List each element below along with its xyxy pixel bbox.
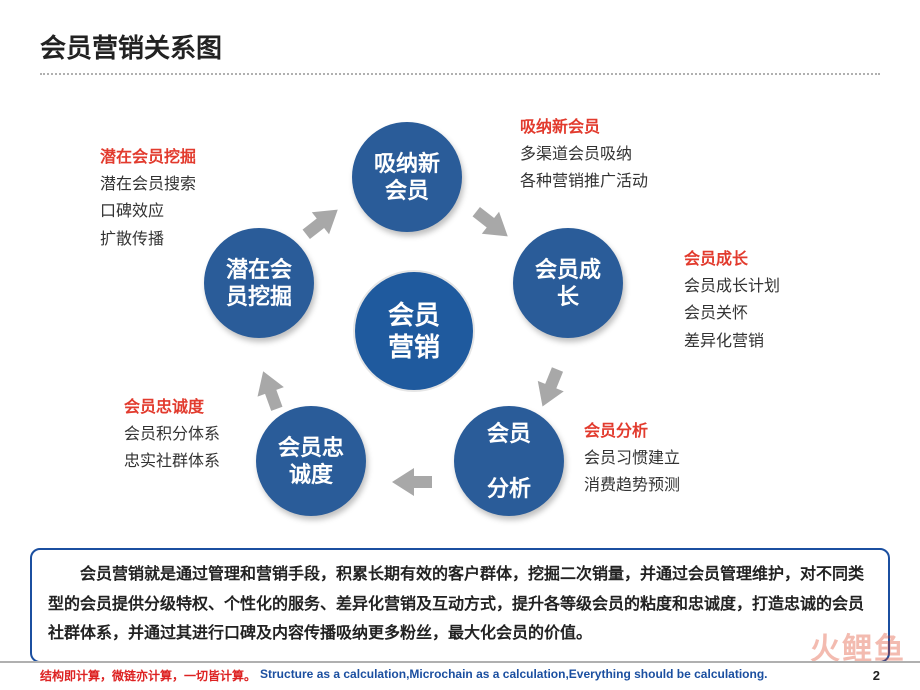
- annotation: 吸纳新会员多渠道会员吸纳各种营销推广活动: [520, 114, 648, 196]
- annotation-heading: 吸纳新会员: [520, 114, 648, 141]
- annotation-line: 差异化营销: [684, 328, 780, 355]
- annotation-heading: 潜在会员挖掘: [100, 144, 196, 171]
- annotation-line: 各种营销推广活动: [520, 168, 648, 195]
- node-absorb: 吸纳新会员: [352, 122, 462, 232]
- node-analysis: 会员分析: [454, 406, 564, 516]
- node-mining: 潜在会员挖掘: [204, 228, 314, 338]
- footer-page-number: 2: [873, 668, 880, 683]
- center-node: 会员营销: [355, 272, 473, 390]
- node-loyalty: 会员忠诚度: [256, 406, 366, 516]
- annotation-line: 多渠道会员吸纳: [520, 141, 648, 168]
- annotation-line: 消费趋势预测: [584, 472, 680, 499]
- annotation: 会员忠诚度会员积分体系忠实社群体系: [124, 394, 220, 476]
- annotation-heading: 会员分析: [584, 418, 680, 445]
- diagram-area: 会员营销吸纳新会员会员成长会员分析会员忠诚度潜在会员挖掘吸纳新会员多渠道会员吸纳…: [0, 70, 920, 550]
- annotation-line: 会员关怀: [684, 300, 780, 327]
- annotation-line: 忠实社群体系: [124, 448, 220, 475]
- annotation: 会员成长会员成长计划会员关怀差异化营销: [684, 246, 780, 355]
- annotation-line: 会员积分体系: [124, 421, 220, 448]
- annotation: 会员分析会员习惯建立消费趋势预测: [584, 418, 680, 500]
- node-growth: 会员成长: [513, 228, 623, 338]
- annotation-line: 口碑效应: [100, 198, 196, 225]
- cycle-arrow: [458, 190, 525, 257]
- footer: 结构即计算，微链亦计算，一切皆计算。 Structure as a calcul…: [0, 661, 920, 684]
- cycle-arrow: [388, 458, 436, 506]
- annotation-heading: 会员成长: [684, 246, 780, 273]
- annotation-line: 会员习惯建立: [584, 445, 680, 472]
- footer-cn: 结构即计算，微链亦计算，一切皆计算。: [40, 667, 256, 684]
- annotation-heading: 会员忠诚度: [124, 394, 220, 421]
- footer-en: Structure as a calculation,Microchain as…: [260, 667, 767, 684]
- annotation-line: 扩散传播: [100, 226, 196, 253]
- annotation: 潜在会员挖掘潜在会员搜索口碑效应扩散传播: [100, 144, 196, 253]
- description-box: 会员营销就是通过管理和营销手段，积累长期有效的客户群体，挖掘二次销量，并通过会员…: [30, 548, 890, 663]
- page-title: 会员营销关系图: [40, 28, 880, 75]
- annotation-line: 潜在会员搜索: [100, 171, 196, 198]
- annotation-line: 会员成长计划: [684, 273, 780, 300]
